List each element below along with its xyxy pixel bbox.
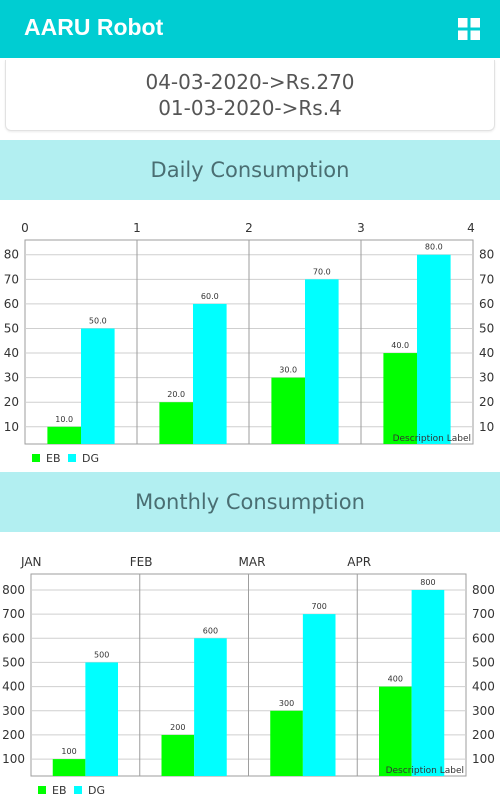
bar-dg	[305, 279, 339, 444]
y-tick-left: 70	[4, 272, 19, 286]
y-tick-right: 500	[472, 655, 495, 669]
bar-dg	[81, 328, 115, 444]
legend-label-eb: EB	[46, 452, 61, 465]
daily-heading-band: Daily Consumption	[0, 140, 500, 200]
legend-swatch-eb	[38, 786, 46, 794]
legend-swatch-dg	[68, 454, 76, 462]
bar-dg	[302, 614, 336, 776]
daily-heading: Daily Consumption	[150, 158, 350, 182]
grid-icon[interactable]	[456, 16, 482, 42]
data-label: 100	[61, 747, 76, 756]
bar-eb	[383, 353, 417, 444]
y-tick-right: 700	[472, 607, 495, 621]
data-label: 400	[388, 675, 403, 684]
y-tick-right: 200	[472, 728, 495, 742]
x-tick-top: 1	[133, 221, 141, 235]
y-tick-right: 10	[479, 420, 494, 434]
y-tick-left: 30	[4, 371, 19, 385]
data-label: 30.0	[279, 366, 297, 375]
x-tick-top: 4	[467, 221, 475, 235]
y-tick-left: 10	[4, 420, 19, 434]
y-tick-left: 20	[4, 395, 19, 409]
bar-dg	[193, 303, 227, 444]
y-tick-right: 300	[472, 704, 495, 718]
y-tick-left: 100	[2, 752, 25, 766]
legend-swatch-eb	[32, 454, 40, 462]
bar-eb	[52, 759, 86, 776]
legend-label-dg: DG	[88, 784, 105, 797]
y-tick-left: 200	[2, 728, 25, 742]
summary-line-1: 04-03-2020->Rs.270	[145, 70, 355, 94]
app-bar: AARU Robot	[0, 0, 500, 58]
y-tick-left: 600	[2, 631, 25, 645]
y-tick-right: 50	[479, 321, 494, 335]
y-tick-right: 60	[479, 297, 494, 311]
bar-eb	[271, 377, 305, 444]
bar-dg	[194, 638, 227, 776]
monthly-chart[interactable]: 100 100 200 200 300 300 400 400 500 500 600 600 700 7…	[0, 550, 500, 800]
bar-dg	[411, 589, 445, 776]
data-label: 300	[279, 699, 294, 708]
data-label: 500	[94, 650, 109, 659]
data-label: 20.0	[167, 390, 185, 399]
legend-label-eb: EB	[52, 784, 67, 797]
y-tick-right: 80	[479, 248, 494, 262]
data-label: 80.0	[425, 243, 443, 252]
x-tick-top: 0	[21, 221, 29, 235]
x-tick-top: MAR	[239, 555, 266, 569]
y-tick-right: 400	[472, 680, 495, 694]
data-label: 60.0	[201, 292, 219, 301]
bar-dg	[417, 254, 451, 444]
x-tick-top: JAN	[20, 555, 42, 569]
data-label: 600	[203, 626, 218, 635]
y-tick-left: 500	[2, 655, 25, 669]
data-label: 50.0	[89, 316, 107, 325]
y-tick-right: 30	[479, 371, 494, 385]
bar-dg	[85, 662, 118, 776]
monthly-heading: Monthly Consumption	[135, 490, 365, 514]
data-label: 800	[420, 578, 435, 587]
data-label: 40.0	[391, 341, 409, 350]
y-tick-left: 700	[2, 607, 25, 621]
x-tick-top: APR	[347, 555, 371, 569]
data-label: 10.0	[55, 415, 73, 424]
bar-eb	[270, 710, 303, 776]
summary-card: 04-03-2020->Rs.270 01-03-2020->Rs.4	[5, 60, 495, 131]
y-tick-left: 80	[4, 248, 19, 262]
y-tick-right: 20	[479, 395, 494, 409]
y-tick-right: 70	[479, 272, 494, 286]
y-tick-right: 600	[472, 631, 495, 645]
bar-eb	[379, 686, 412, 776]
app-title: AARU Robot	[24, 14, 164, 40]
y-tick-left: 800	[2, 583, 25, 597]
description-label: Description Label	[393, 434, 471, 444]
legend-swatch-dg	[74, 786, 82, 794]
data-label: 200	[170, 723, 185, 732]
x-tick-top: 3	[357, 221, 365, 235]
y-tick-left: 50	[4, 321, 19, 335]
y-tick-left: 400	[2, 680, 25, 694]
y-tick-left: 40	[4, 346, 19, 360]
bar-eb	[47, 426, 81, 444]
summary-line-2: 01-03-2020->Rs.4	[158, 96, 342, 120]
bar-eb	[161, 734, 195, 776]
data-label: 700	[312, 602, 327, 611]
y-tick-right: 800	[472, 583, 495, 597]
x-tick-top: 2	[245, 221, 253, 235]
daily-chart[interactable]: 10 10 20 20 30 30 40 40 50 50 60 60 70 70 80 80 0 1 2 3 4 10.…	[0, 218, 500, 468]
legend-label-dg: DG	[82, 452, 99, 465]
data-label: 70.0	[313, 267, 331, 276]
bar-eb	[159, 402, 193, 444]
x-tick-top: FEB	[130, 555, 153, 569]
y-tick-right: 40	[479, 346, 494, 360]
y-tick-right: 100	[472, 752, 495, 766]
y-tick-left: 60	[4, 297, 19, 311]
monthly-heading-band: Monthly Consumption	[0, 472, 500, 532]
description-label: Description Label	[386, 766, 464, 776]
y-tick-left: 300	[2, 704, 25, 718]
